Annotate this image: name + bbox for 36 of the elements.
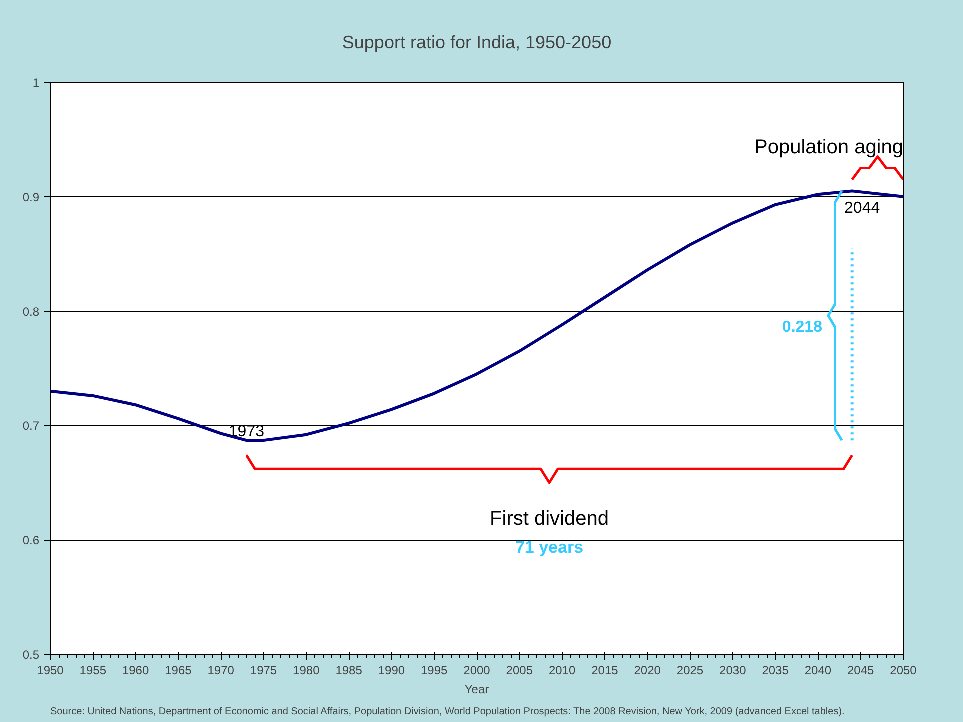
x-tick-label: 1970: [208, 664, 235, 678]
x-tick-label: 2050: [890, 664, 918, 678]
annotation: 71 years: [515, 538, 584, 557]
x-tick-label: 2010: [548, 664, 576, 678]
annotation: 2044: [844, 200, 880, 218]
source-note: Source: United Nations, Department of Economic and Social Affairs, Population Division, World Population Prospects: The 2008 Revision, New York, 2009 (advanced Excel tables).: [50, 706, 845, 718]
x-tick-label: 1990: [378, 664, 406, 678]
annotation: 0.218: [782, 318, 823, 336]
y-tick-label: 0.8: [22, 304, 40, 319]
x-tick-label: 1950: [37, 664, 64, 678]
x-tick-label: 2005: [506, 664, 534, 678]
x-tick-label: 1995: [421, 664, 448, 678]
x-tick-label: 2030: [720, 664, 747, 678]
y-tick-label: 0.5: [22, 648, 40, 662]
x-tick-label: 1965: [165, 664, 192, 678]
x-tick-label: 1960: [122, 664, 150, 678]
x-tick-label: 2015: [592, 664, 619, 678]
x-tick-label: 1955: [80, 664, 107, 678]
annotation: Population aging: [754, 136, 904, 158]
x-tick-label: 1980: [293, 664, 320, 678]
x-tick-label: 2020: [634, 664, 662, 678]
x-axis-title: Year: [464, 682, 490, 696]
y-tick-label: 0.7: [22, 419, 40, 434]
annotation: First dividend: [490, 508, 609, 530]
line-series: [50, 190, 904, 442]
x-tick-label: 1985: [336, 664, 363, 678]
x-tick-label: 2040: [804, 664, 832, 678]
chart-title: Support ratio for India, 1950-2050: [342, 32, 612, 52]
x-tick-label: 2000: [464, 664, 491, 678]
x-tick-label: 2045: [848, 664, 875, 678]
x-tick-label: 1975: [250, 664, 278, 678]
y-tick-label: 1: [32, 76, 40, 90]
y-tick-label: 0.9: [22, 190, 40, 204]
x-tick-label: 2035: [762, 664, 790, 678]
x-tick-label: 2025: [676, 664, 704, 678]
y-tick-label: 0.6: [22, 534, 40, 548]
